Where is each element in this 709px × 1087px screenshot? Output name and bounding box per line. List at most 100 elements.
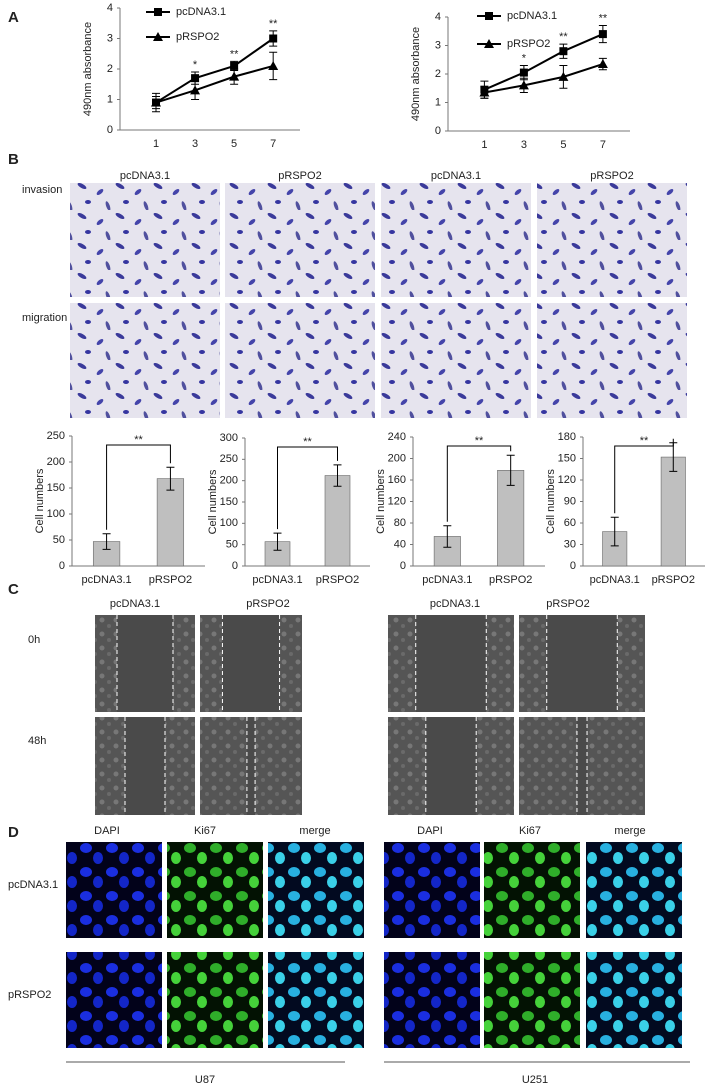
legend-label: pRSPO2 (176, 31, 219, 43)
y-tick-label: 40 (394, 538, 406, 550)
column-label: pcDNA3.1 (110, 598, 160, 610)
fluorescence-image (484, 952, 580, 1048)
significance: ** (640, 435, 649, 447)
series-line (484, 33, 604, 91)
legend-label: pcDNA3.1 (176, 6, 226, 18)
x-tick-label: pRSPO2 (489, 574, 532, 586)
x-tick-label: 3 (521, 139, 527, 151)
y-tick-label: 150 (558, 452, 576, 464)
error-bar (166, 466, 175, 491)
y-tick-label: 50 (226, 539, 238, 551)
x-tick-label: pcDNA3.1 (252, 574, 302, 586)
wound-gap (425, 717, 477, 815)
error-bar (102, 533, 111, 550)
fluorescence-image (586, 842, 682, 938)
marker (269, 34, 278, 43)
fluorescence-image (268, 842, 364, 938)
y-tick-label: 0 (570, 560, 576, 572)
fluorescence-image (268, 952, 364, 1048)
significance: ** (559, 31, 568, 43)
group-label: U87 (195, 1074, 215, 1086)
y-tick-label: 0 (232, 560, 238, 572)
y-tick-label: 4 (107, 2, 113, 14)
y-tick-label: 1 (435, 96, 441, 108)
series-line (484, 63, 604, 94)
x-tick-label: pcDNA3.1 (590, 574, 640, 586)
column-label: pcDNA3.1 (120, 170, 170, 182)
panel-label: A (8, 9, 19, 26)
x-tick-label: pRSPO2 (316, 574, 359, 586)
y-tick-label: 0 (400, 560, 406, 572)
column-label: DAPI (94, 825, 120, 837)
row-label: 48h (28, 735, 46, 747)
micrograph (381, 183, 531, 297)
y-tick-label: 50 (53, 534, 65, 546)
y-tick-label: 30 (564, 538, 576, 550)
y-tick-label: 80 (394, 517, 406, 529)
y-tick-label: 300 (220, 432, 238, 444)
y-tick-label: 1 (107, 93, 113, 105)
marker (484, 39, 494, 48)
x-tick-label: 1 (481, 139, 487, 151)
column-label: Ki67 (519, 825, 541, 837)
panel-label: D (8, 824, 19, 841)
x-tick-label: 5 (560, 139, 566, 151)
y-tick-label: 120 (558, 474, 576, 486)
column-label: pRSPO2 (246, 598, 289, 610)
fluorescence-image (167, 952, 263, 1048)
y-axis-label: 490nm absorbance (410, 27, 422, 121)
wound-gap (415, 615, 487, 712)
y-tick-label: 100 (47, 508, 65, 520)
legend-label: pcDNA3.1 (507, 10, 557, 22)
significance-bracket (106, 444, 171, 530)
marker (154, 8, 162, 16)
x-tick-label: pcDNA3.1 (82, 574, 132, 586)
y-tick-label: 2 (435, 68, 441, 80)
y-tick-label: 160 (388, 474, 406, 486)
x-tick-label: 5 (231, 138, 237, 150)
marker (485, 12, 493, 20)
marker (230, 61, 239, 70)
y-tick-label: 100 (220, 517, 238, 529)
column-label: pRSPO2 (278, 170, 321, 182)
y-tick-label: 200 (47, 456, 65, 468)
micrograph (225, 303, 375, 418)
marker (229, 71, 240, 81)
error-bar (333, 464, 342, 487)
y-tick-label: 3 (107, 32, 113, 44)
significance: ** (475, 435, 484, 447)
significance: ** (599, 12, 608, 24)
y-tick-label: 90 (564, 495, 576, 507)
column-label: DAPI (417, 825, 443, 837)
row-label: invasion (22, 184, 62, 196)
y-axis-label: Cell numbers (545, 469, 557, 534)
significance-bracket (614, 438, 674, 514)
fluorescence-image (484, 842, 580, 938)
y-axis-label: 490nm absorbance (82, 22, 94, 116)
y-tick-label: 200 (220, 475, 238, 487)
wound-gap (117, 615, 173, 712)
y-tick-label: 250 (47, 430, 65, 442)
marker (151, 97, 161, 107)
micrograph (225, 183, 375, 297)
column-label: pcDNA3.1 (430, 598, 480, 610)
x-tick-label: 7 (600, 139, 606, 151)
y-tick-label: 240 (388, 431, 406, 443)
y-tick-label: 120 (388, 495, 406, 507)
y-tick-label: 0 (59, 560, 65, 572)
micrograph (537, 183, 687, 297)
significance: ** (269, 18, 278, 30)
row-label: migration (22, 312, 67, 324)
x-tick-label: 1 (153, 138, 159, 150)
series-line (155, 64, 274, 104)
significance-bracket (277, 446, 338, 530)
wound-gap (222, 615, 280, 712)
fluorescence-image (586, 952, 682, 1048)
micrograph (70, 303, 220, 418)
row-label: pRSPO2 (8, 989, 51, 1001)
error-bar (506, 454, 515, 486)
marker (268, 60, 279, 70)
marker (479, 87, 490, 97)
y-axis-label: Cell numbers (34, 468, 46, 533)
y-tick-label: 150 (220, 496, 238, 508)
